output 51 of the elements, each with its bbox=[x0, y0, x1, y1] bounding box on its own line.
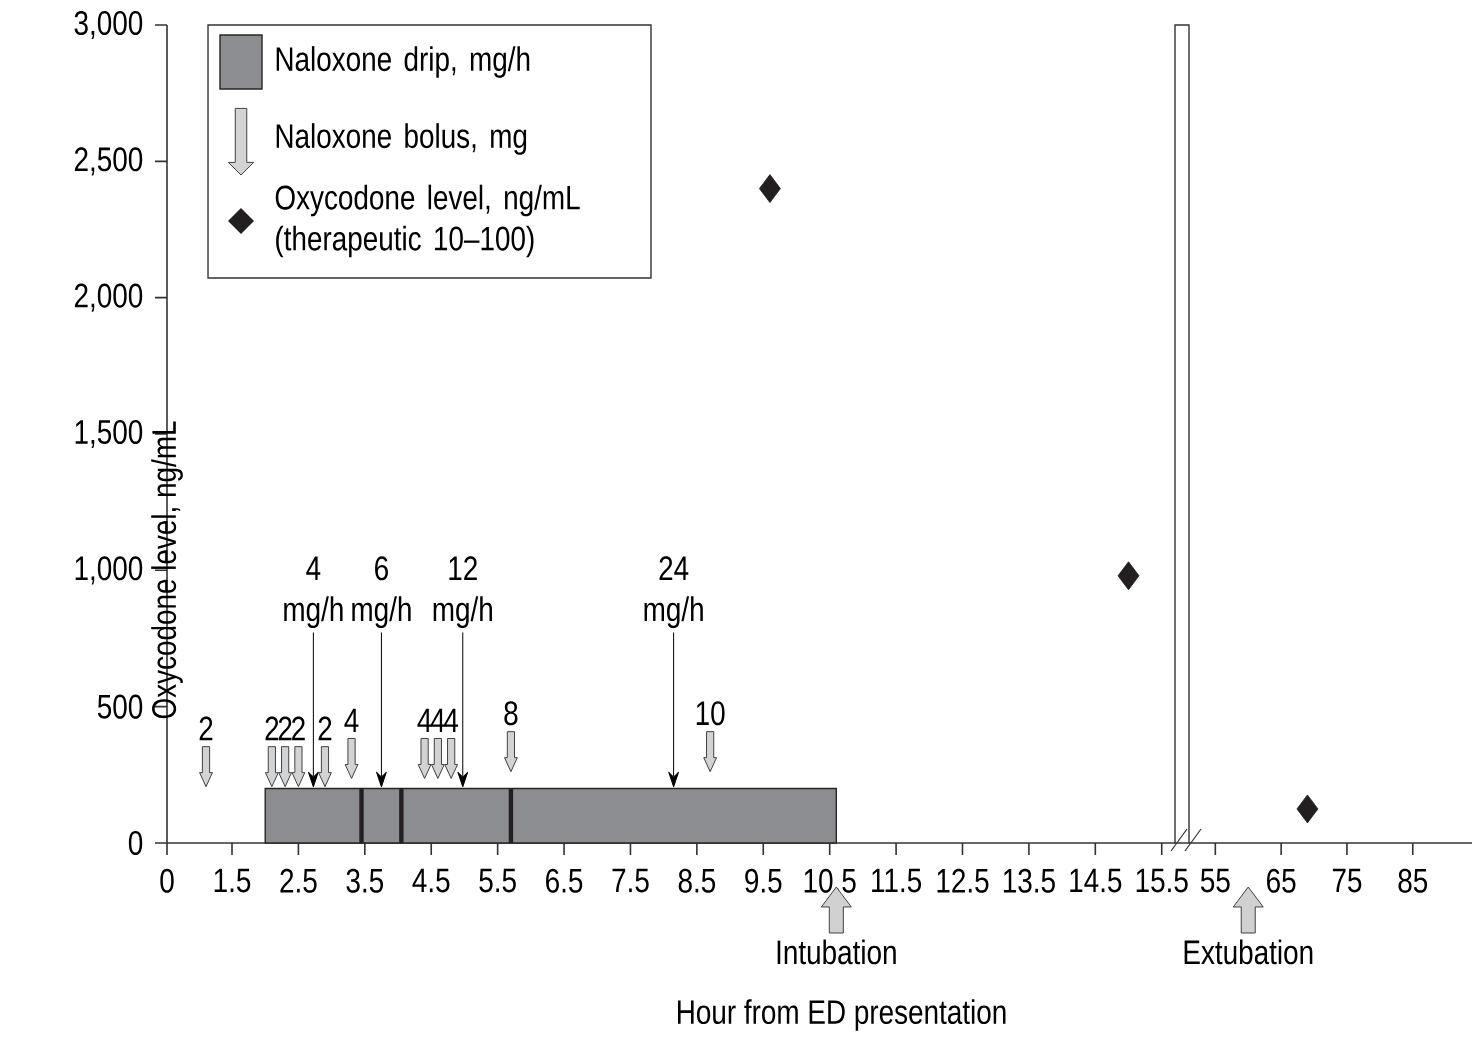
y-tick-label: 1,500 bbox=[75, 419, 143, 449]
x-tick-label: 8.5 bbox=[678, 868, 716, 893]
y-tick-label: 2,000 bbox=[74, 283, 143, 312]
legend-label: Oxycodone level, ng/mL (therapeutic 10–100) bbox=[275, 184, 580, 258]
y-tick-label: 2,500 bbox=[74, 147, 143, 176]
legend-label: Naloxone bolus, mg bbox=[276, 123, 527, 155]
x-tick-label: 65 bbox=[1267, 868, 1296, 893]
x-tick-label: 85 bbox=[1398, 868, 1428, 893]
x-tick-label: 13.5 bbox=[1003, 868, 1055, 893]
annotation: 12 mg/h bbox=[433, 556, 492, 629]
x-tick-label: 15.5 bbox=[1136, 868, 1188, 893]
text: Extubation bbox=[1184, 939, 1313, 965]
point bbox=[759, 174, 781, 203]
x-tick-label: 75 bbox=[1332, 868, 1362, 893]
y-tick-label: 3,000 bbox=[74, 10, 143, 40]
x-tick-label: 10.5 bbox=[804, 868, 856, 893]
x-tick-label: 55 bbox=[1200, 868, 1230, 893]
annotation: 2 bbox=[199, 716, 213, 741]
legend-label: Naloxone drip, mg/h bbox=[276, 46, 530, 78]
annotation: 10 bbox=[696, 701, 725, 726]
annotation: 2 bbox=[265, 716, 279, 741]
x-tick-label: 11.5 bbox=[872, 868, 922, 893]
x-tick-label: 7.5 bbox=[612, 868, 649, 893]
annotation: 2 bbox=[318, 716, 332, 741]
y-tick-label: 500 bbox=[97, 694, 143, 719]
annotation: 8 bbox=[504, 701, 518, 726]
annotation: 2 bbox=[292, 716, 305, 741]
annotation: 4 mg/h bbox=[284, 556, 343, 629]
x-axis-title: Hour from ED presentation bbox=[677, 999, 1006, 1031]
annotation: 24 mg/h bbox=[644, 556, 703, 629]
annotation: 4 bbox=[430, 708, 445, 733]
x-tick-label: 1.5 bbox=[214, 868, 251, 893]
annotation: 4 bbox=[444, 708, 459, 733]
x-tick-label: 5.5 bbox=[479, 868, 516, 893]
x-tick-label: 3.5 bbox=[346, 868, 384, 893]
annotation: 2 bbox=[278, 716, 292, 741]
x-tick-label: 14.5 bbox=[1070, 868, 1122, 893]
x-tick-label: 2.5 bbox=[280, 868, 317, 893]
y-tick-label: 0 bbox=[128, 830, 143, 856]
x-tick-label: 12.5 bbox=[937, 868, 989, 893]
x-tick-label: 0 bbox=[160, 868, 174, 893]
y-tick-label: 1,000 bbox=[75, 556, 143, 585]
y-axis-title: Oxycodone level, ng/mL bbox=[151, 421, 183, 719]
x-tick-label: 6.5 bbox=[546, 868, 583, 893]
annotation: 4 bbox=[344, 708, 359, 733]
point bbox=[1117, 561, 1140, 591]
annotation: Intubation bbox=[777, 939, 896, 965]
x-tick-label: 4.5 bbox=[412, 868, 450, 893]
annotation: 4 bbox=[417, 708, 432, 733]
x-tick-label: 9.5 bbox=[745, 868, 782, 893]
annotation: 6 mg/h bbox=[352, 556, 411, 629]
